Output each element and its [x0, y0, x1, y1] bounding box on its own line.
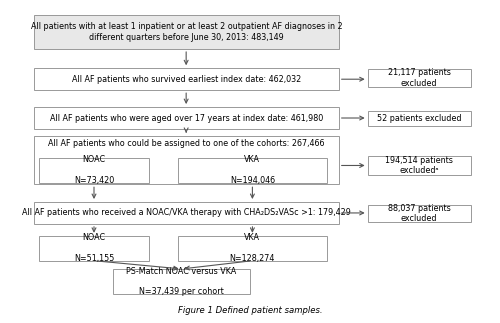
FancyBboxPatch shape: [178, 236, 327, 261]
Text: 21,117 patients
excluded: 21,117 patients excluded: [388, 68, 450, 88]
FancyBboxPatch shape: [34, 15, 339, 49]
Text: All AF patients who received a NOAC/VKA therapy with CHA₂DS₂VASc >1: 179,429: All AF patients who received a NOAC/VKA …: [22, 208, 351, 217]
FancyBboxPatch shape: [113, 269, 250, 294]
FancyBboxPatch shape: [178, 158, 327, 183]
Text: All AF patients who were aged over 17 years at index date: 461,980: All AF patients who were aged over 17 ye…: [50, 113, 323, 122]
FancyBboxPatch shape: [368, 111, 471, 126]
FancyBboxPatch shape: [34, 68, 339, 90]
Text: NOAC

N=73,420: NOAC N=73,420: [74, 155, 114, 185]
FancyBboxPatch shape: [34, 136, 339, 184]
Text: All patients with at least 1 inpatient or at least 2 outpatient AF diagnoses in : All patients with at least 1 inpatient o…: [30, 23, 342, 42]
Text: 52 patients excluded: 52 patients excluded: [377, 114, 462, 123]
Text: 88,037 patients
excluded: 88,037 patients excluded: [388, 204, 450, 223]
FancyBboxPatch shape: [39, 158, 149, 183]
Text: Figure 1 Defined patient samples.: Figure 1 Defined patient samples.: [178, 306, 322, 315]
Text: All AF patients who could be assigned to one of the cohorts: 267,466: All AF patients who could be assigned to…: [48, 139, 324, 148]
FancyBboxPatch shape: [34, 202, 339, 224]
FancyBboxPatch shape: [34, 107, 339, 129]
Text: VKA

N=194,046: VKA N=194,046: [230, 155, 275, 185]
Text: NOAC

N=51,155: NOAC N=51,155: [74, 233, 114, 263]
FancyBboxPatch shape: [368, 156, 471, 175]
Text: VKA

N=128,274: VKA N=128,274: [230, 233, 275, 263]
Text: PS-Match NOAC versus VKA

N=37,439 per cohort: PS-Match NOAC versus VKA N=37,439 per co…: [126, 266, 236, 296]
FancyBboxPatch shape: [368, 69, 471, 87]
FancyBboxPatch shape: [368, 205, 471, 222]
FancyBboxPatch shape: [39, 236, 149, 261]
Text: 194,514 patients
excludedᵃ: 194,514 patients excludedᵃ: [386, 156, 453, 175]
Text: All AF patients who survived earliest index date: 462,032: All AF patients who survived earliest in…: [72, 75, 301, 84]
